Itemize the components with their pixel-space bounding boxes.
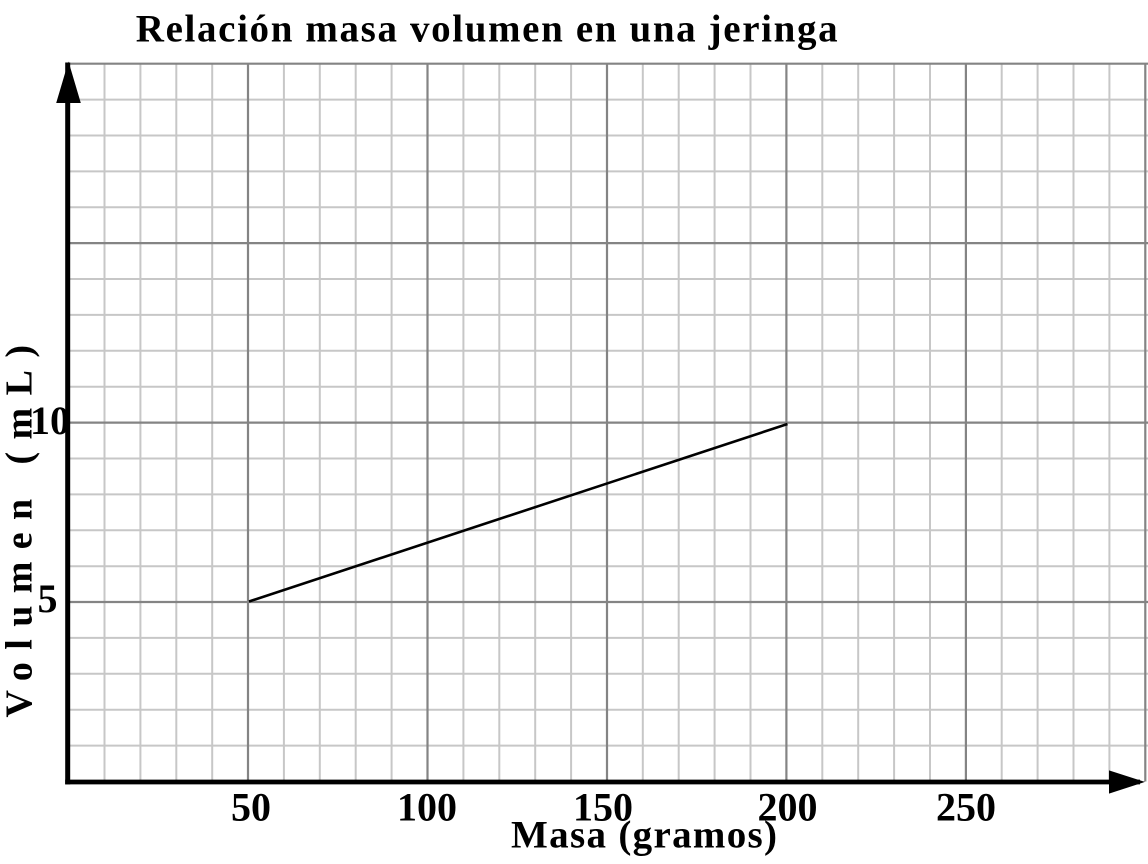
svg-text:200: 200 bbox=[758, 785, 818, 830]
svg-text:50: 50 bbox=[231, 785, 271, 830]
svg-text:100: 100 bbox=[397, 785, 457, 830]
svg-text:5: 5 bbox=[38, 576, 58, 621]
svg-text:10: 10 bbox=[30, 398, 70, 443]
svg-text:Masa (gramos): Masa (gramos) bbox=[511, 814, 777, 857]
svg-text:150: 150 bbox=[573, 785, 633, 830]
svg-text:250: 250 bbox=[936, 785, 996, 830]
